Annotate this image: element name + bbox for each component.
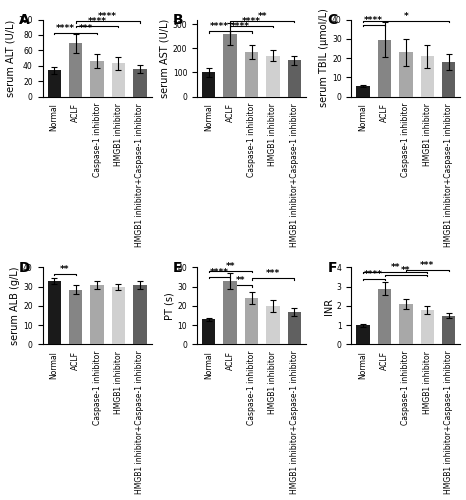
Bar bbox=[48, 70, 61, 97]
Text: ****: **** bbox=[242, 17, 261, 26]
Text: A: A bbox=[19, 14, 29, 28]
Y-axis label: serum ALT (U/L): serum ALT (U/L) bbox=[6, 20, 15, 96]
Text: **: ** bbox=[60, 264, 69, 274]
Bar bbox=[399, 52, 412, 96]
Text: ****: **** bbox=[364, 16, 383, 25]
Text: D: D bbox=[19, 262, 30, 276]
Y-axis label: serum AST (U/L): serum AST (U/L) bbox=[160, 18, 170, 98]
Text: F: F bbox=[328, 262, 337, 276]
Text: B: B bbox=[173, 14, 184, 28]
Bar bbox=[266, 306, 280, 344]
Bar bbox=[90, 61, 104, 96]
Text: **: ** bbox=[236, 276, 246, 285]
Bar bbox=[356, 325, 370, 344]
Bar bbox=[356, 86, 370, 97]
Bar bbox=[378, 288, 391, 344]
Bar bbox=[202, 320, 215, 344]
Bar bbox=[421, 56, 434, 96]
Bar bbox=[202, 72, 215, 96]
Bar bbox=[245, 52, 258, 96]
Bar bbox=[112, 64, 125, 96]
Bar bbox=[133, 69, 147, 96]
Text: ****: **** bbox=[231, 22, 250, 32]
Bar bbox=[223, 34, 237, 96]
Bar bbox=[69, 44, 82, 96]
Text: ****: **** bbox=[210, 268, 229, 276]
Bar bbox=[245, 298, 258, 344]
Text: C: C bbox=[328, 14, 338, 28]
Text: ****: **** bbox=[210, 22, 229, 32]
Text: ****: **** bbox=[55, 24, 75, 33]
Bar bbox=[223, 281, 237, 344]
Text: ***: *** bbox=[420, 260, 434, 270]
Bar bbox=[288, 312, 301, 344]
Bar bbox=[378, 40, 391, 96]
Text: ***: *** bbox=[266, 270, 280, 278]
Bar bbox=[48, 281, 61, 344]
Bar bbox=[442, 316, 455, 344]
Text: ****: **** bbox=[364, 270, 383, 278]
Bar bbox=[442, 62, 455, 96]
Bar bbox=[266, 56, 280, 96]
Bar bbox=[90, 285, 104, 344]
Bar bbox=[399, 304, 412, 344]
Text: ***: *** bbox=[79, 24, 94, 33]
Y-axis label: serum ALB (g/L): serum ALB (g/L) bbox=[10, 266, 21, 345]
Text: ****: **** bbox=[88, 17, 107, 26]
Text: **: ** bbox=[225, 262, 235, 270]
Text: **: ** bbox=[401, 266, 411, 275]
Text: ****: **** bbox=[98, 12, 117, 22]
Bar bbox=[112, 286, 125, 344]
Text: *: * bbox=[404, 12, 408, 21]
Text: **: ** bbox=[391, 262, 400, 272]
Text: E: E bbox=[173, 262, 183, 276]
Bar bbox=[421, 310, 434, 344]
Y-axis label: serum TBIL (μmol/L): serum TBIL (μmol/L) bbox=[319, 8, 329, 108]
Bar bbox=[133, 285, 147, 344]
Bar bbox=[69, 290, 82, 344]
Bar bbox=[288, 60, 301, 96]
Text: **: ** bbox=[258, 12, 267, 21]
Y-axis label: PT (s): PT (s) bbox=[165, 292, 175, 320]
Y-axis label: INR: INR bbox=[324, 298, 334, 314]
